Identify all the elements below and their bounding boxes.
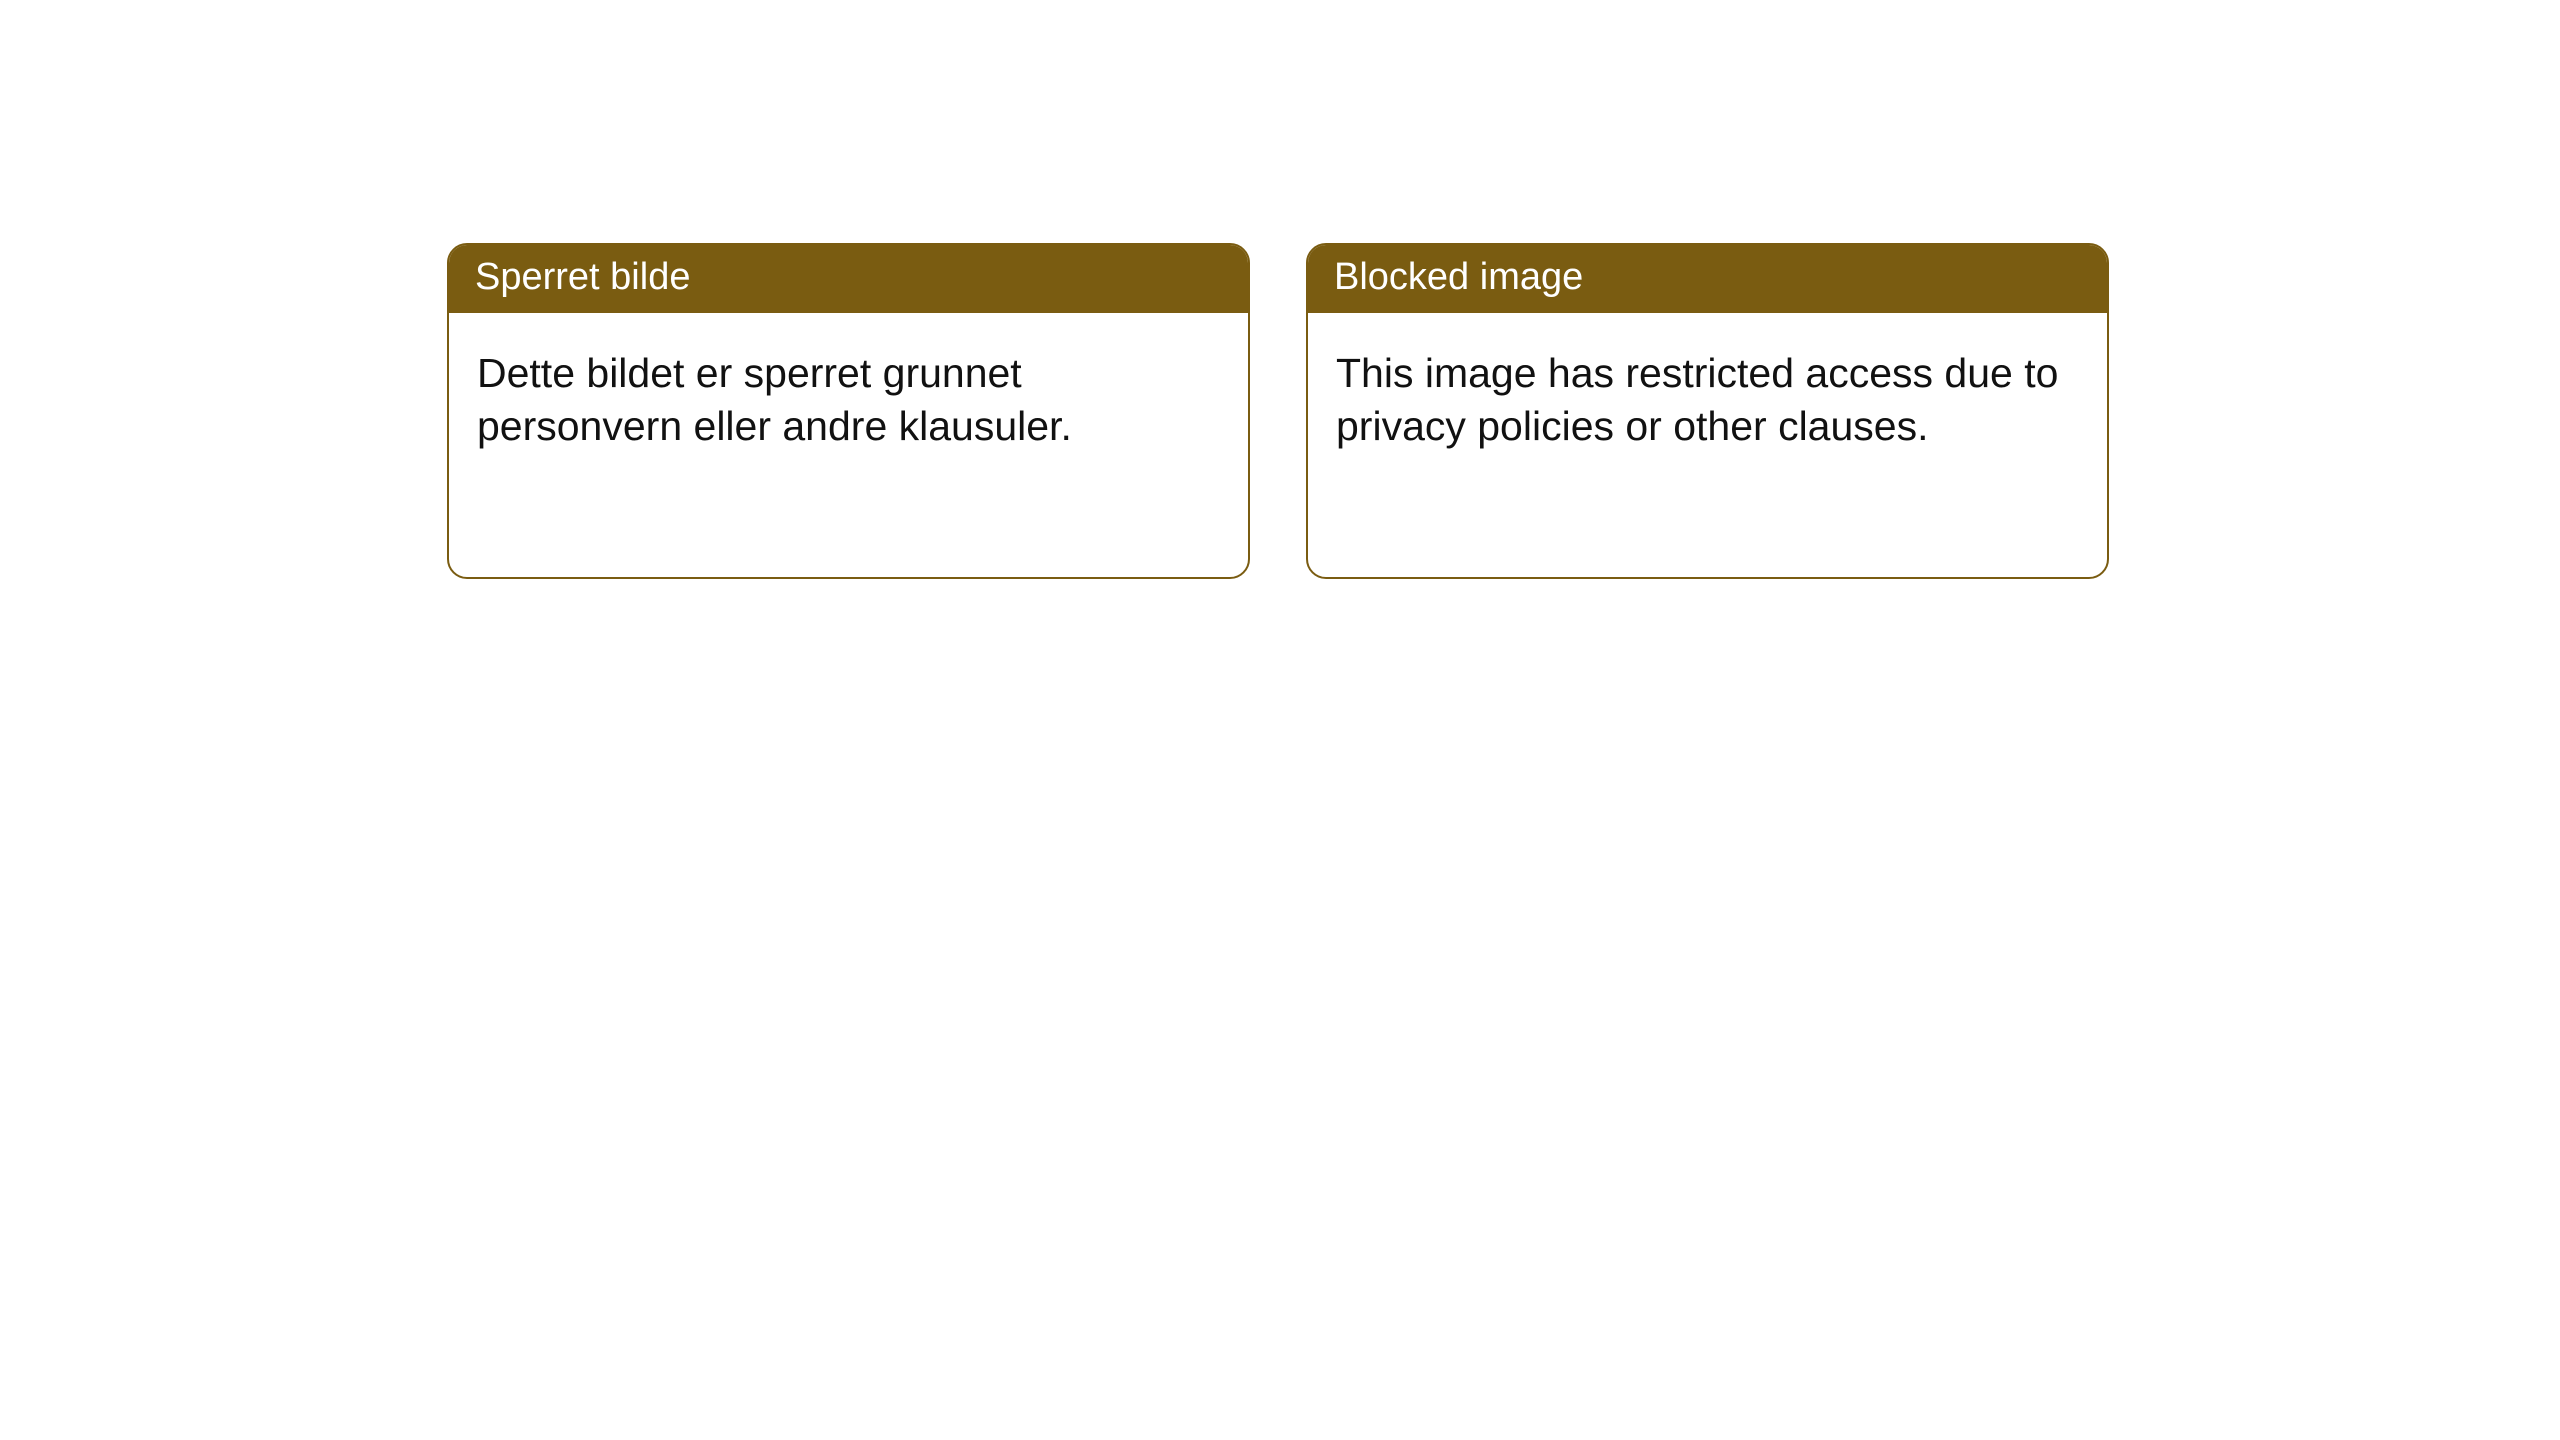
cards-row: Sperret bilde Dette bildet er sperret gr… — [0, 0, 2560, 579]
card-title-no: Sperret bilde — [449, 245, 1248, 313]
card-body-en: This image has restricted access due to … — [1308, 313, 2107, 482]
card-title-en: Blocked image — [1308, 245, 2107, 313]
blocked-image-card-en: Blocked image This image has restricted … — [1306, 243, 2109, 579]
blocked-image-card-no: Sperret bilde Dette bildet er sperret gr… — [447, 243, 1250, 579]
card-body-no: Dette bildet er sperret grunnet personve… — [449, 313, 1248, 482]
